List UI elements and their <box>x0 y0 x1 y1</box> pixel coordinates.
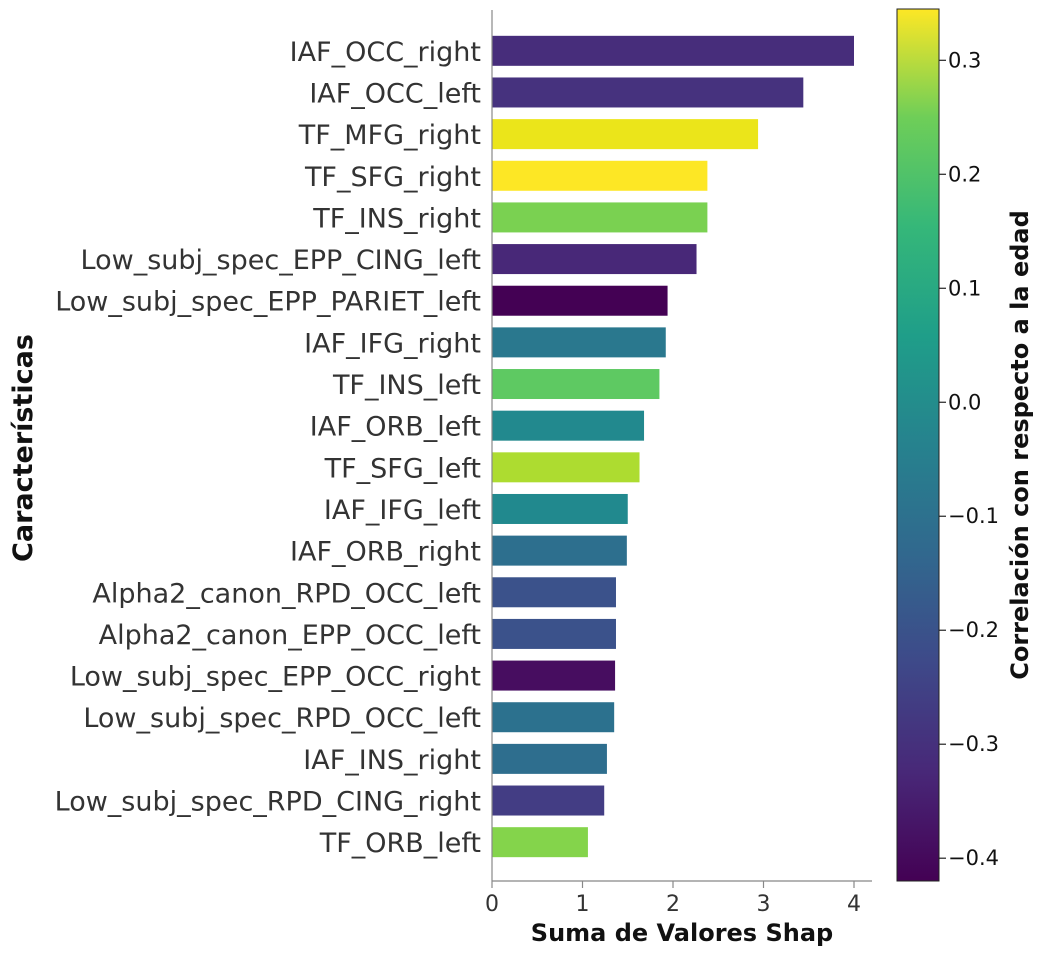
category-labels-layer: IAF_OCC_right IAF_OCC_left TF_MFG_right TF_… <box>55 37 481 859</box>
bar-TF_SFG_right <box>492 160 708 191</box>
bar-Low_subj_spec_EPP_OCC_right <box>492 660 616 691</box>
colorbar-tick-label: −0.4 <box>948 846 999 870</box>
category-label: Low_subj_spec_RPD_CING_right <box>55 787 481 818</box>
bar-Low_subj_spec_EPP_PARIET_left <box>492 285 668 316</box>
category-label: Low_subj_spec_RPD_OCC_left <box>83 703 481 734</box>
category-label: TF_ORB_left <box>319 828 481 859</box>
colorbar-tick-label: −0.2 <box>948 618 999 642</box>
bar-Low_subj_spec_EPP_CING_left <box>492 244 697 275</box>
category-label: Low_subj_spec_EPP_PARIET_left <box>55 287 481 318</box>
category-label: TF_MFG_right <box>298 120 481 151</box>
category-label: TF_SFG_left <box>324 453 481 484</box>
colorbar-tick-label: −0.3 <box>948 732 999 756</box>
y-axis-title: Características <box>8 334 39 562</box>
bar-IAF_OCC_right <box>492 35 854 66</box>
bar-TF_INS_left <box>492 369 660 400</box>
x-tick-label: 0 <box>485 892 499 917</box>
bar-IAF_OCC_left <box>492 77 804 108</box>
category-label: IAF_OCC_right <box>290 37 481 68</box>
category-label: IAF_IFG_right <box>304 328 481 359</box>
category-label: IAF_OCC_left <box>309 78 481 109</box>
axes-layer <box>491 10 872 882</box>
category-label: TF_INS_right <box>312 203 481 234</box>
colorbar-ticks-layer: 0.3 0.2 0.1 0.0 −0.1 −0.2 −0.3 −0.4 <box>939 48 999 870</box>
category-label: TF_SFG_right <box>304 162 481 193</box>
category-label: Alpha2_canon_EPP_OCC_left <box>99 620 481 651</box>
bar-Alpha2_canon_EPP_OCC_left <box>492 618 616 649</box>
bars-layer <box>492 35 854 858</box>
category-label: Low_subj_spec_EPP_OCC_right <box>70 662 481 693</box>
category-label: IAF_INS_right <box>303 745 481 776</box>
colorbar-gradient <box>896 8 940 882</box>
x-ticks-layer: 0 1 2 3 4 <box>485 881 861 917</box>
x-axis-title: Suma de Valores Shap <box>531 919 833 947</box>
bar-IAF_INS_right <box>492 743 607 774</box>
colorbar-tick-label: 0.2 <box>948 162 981 186</box>
colorbar-label: Correlación con respecto a la edad <box>1006 210 1034 680</box>
category-label: TF_INS_left <box>332 370 481 401</box>
bar-Alpha2_canon_RPD_OCC_left <box>492 577 616 608</box>
bar-IAF_IFG_right <box>492 327 666 358</box>
colorbar-tick-label: 0.0 <box>948 390 981 414</box>
category-label: IAF_ORB_right <box>290 537 481 568</box>
bar-TF_INS_right <box>492 202 708 233</box>
x-tick-label: 1 <box>576 892 590 917</box>
colorbar-tick-label: 0.1 <box>948 276 981 300</box>
bar-IAF_ORB_left <box>492 410 645 441</box>
category-label: Low_subj_spec_EPP_CING_left <box>81 245 481 276</box>
bar-IAF_IFG_left <box>492 493 628 524</box>
x-tick-label: 4 <box>847 892 861 917</box>
bar-TF_ORB_left <box>492 827 588 858</box>
category-label: IAF_IFG_left <box>324 495 481 526</box>
bar-Low_subj_spec_RPD_CING_right <box>492 785 605 816</box>
colorbar: 0.3 0.2 0.1 0.0 −0.1 −0.2 −0.3 −0.4 Correlación… <box>896 8 1034 882</box>
bar-Low_subj_spec_RPD_OCC_left <box>492 702 615 733</box>
bar-IAF_ORB_right <box>492 535 627 566</box>
category-label: Alpha2_canon_RPD_OCC_left <box>92 578 481 609</box>
colorbar-tick-label: 0.3 <box>948 48 981 72</box>
x-tick-label: 2 <box>666 892 680 917</box>
bar-TF_MFG_right <box>492 119 759 150</box>
category-label: IAF_ORB_left <box>310 412 481 443</box>
bar-TF_SFG_left <box>492 452 640 483</box>
colorbar-tick-label: −0.1 <box>948 504 999 528</box>
x-tick-label: 3 <box>757 892 771 917</box>
